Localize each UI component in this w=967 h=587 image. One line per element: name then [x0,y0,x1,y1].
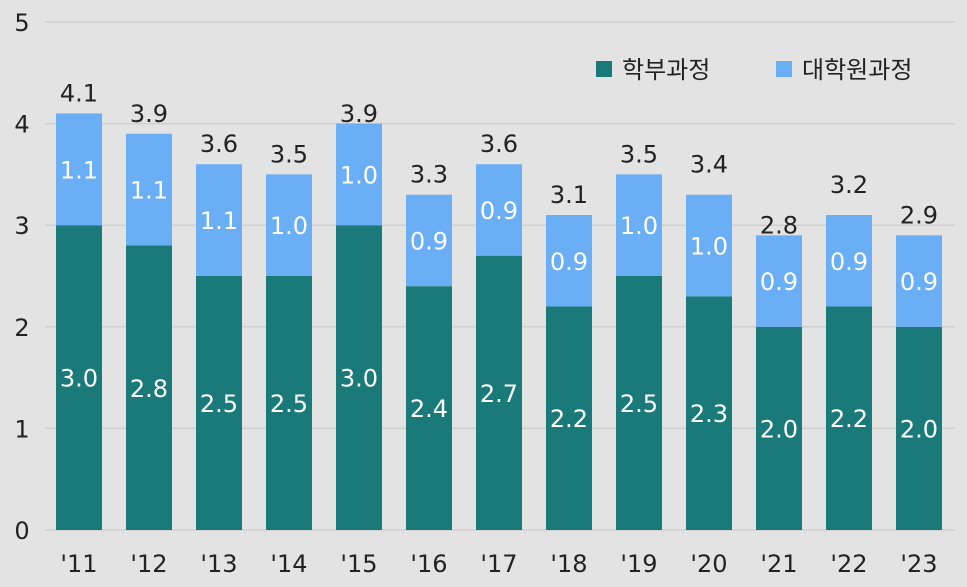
data-label-total: 3.2 [830,171,868,199]
data-label-graduate: 1.1 [60,156,98,184]
data-label-total: 3.1 [550,181,588,209]
legend: 학부과정 대학원과정 [596,56,912,84]
data-label-undergrad: 2.2 [830,405,868,433]
bar-undergrad [686,296,732,530]
bar-undergrad [476,255,522,530]
data-label-undergrad: 2.2 [550,405,588,433]
data-label-total: 3.5 [620,140,658,168]
bar-undergrad [406,286,452,530]
data-label-undergrad: 2.5 [620,390,658,418]
data-label-undergrad: 2.0 [760,415,798,443]
data-label-total: 3.6 [200,130,238,158]
data-label-total: 3.6 [480,130,518,158]
data-label-graduate: 1.0 [690,233,728,261]
data-label-undergrad: 2.8 [130,375,168,403]
data-label-undergrad: 2.5 [200,390,238,418]
bar-graduate [476,164,522,256]
bar-undergrad [126,245,172,530]
data-label-undergrad: 3.0 [340,365,378,393]
y-tick-label: 1 [14,415,29,443]
x-tick-label: '15 [340,550,377,578]
data-label-graduate: 1.0 [270,212,308,240]
x-tick-label: '21 [760,550,797,578]
bar-graduate [196,164,242,276]
bars: 3.0 1.1 4.1 2.8 1.1 3.9 2.5 1.1 3.6 2.5 1.0 3.5 3.0 1… [56,79,942,530]
data-label-graduate: 1.0 [340,161,378,189]
bar-graduate [56,113,102,226]
data-label-undergrad: 3.0 [60,365,98,393]
bar-undergrad [616,276,662,530]
data-label-total: 3.5 [270,140,308,168]
x-tick-label: '12 [130,550,167,578]
bar-undergrad [756,326,802,530]
data-label-undergrad: 2.7 [480,380,518,408]
bar-graduate [336,123,382,226]
bar-graduate [756,235,802,327]
bar-undergrad [56,225,102,530]
y-tick-label: 4 [14,111,29,139]
data-label-total: 4.1 [60,79,98,107]
x-tick-label: '20 [690,550,727,578]
legend-label-undergrad: 학부과정 [622,56,710,84]
x-tick-label: '19 [620,550,657,578]
data-label-undergrad: 2.4 [410,395,448,423]
data-label-graduate: 0.9 [830,248,868,276]
x-tick-label: '11 [60,550,97,578]
data-label-total: 3.3 [410,161,448,189]
x-tick-label: '23 [900,550,937,578]
x-tick-label: '17 [480,550,517,578]
data-label-undergrad: 2.0 [900,415,938,443]
bar-undergrad [546,306,592,530]
y-axis: 0 1 2 3 4 5 [14,9,29,545]
bar-undergrad [826,306,872,530]
x-tick-label: '13 [200,550,237,578]
legend-swatch-undergrad [596,61,612,77]
data-label-graduate: 1.1 [200,207,238,235]
bar-graduate [826,215,872,307]
data-label-undergrad: 2.3 [690,400,728,428]
legend-swatch-graduate [776,61,792,77]
data-label-graduate: 0.9 [760,268,798,296]
data-label-graduate: 0.9 [900,268,938,296]
data-label-total: 2.9 [900,201,938,229]
x-tick-label: '16 [410,550,447,578]
bar-undergrad [196,276,242,530]
bar-graduate [546,215,592,307]
bar-undergrad [896,326,942,530]
data-label-total: 3.9 [340,100,378,128]
x-tick-label: '18 [550,550,587,578]
bar-graduate [126,133,172,246]
bar-undergrad [266,276,312,530]
data-label-graduate: 1.1 [130,177,168,205]
data-label-total: 3.9 [130,100,168,128]
data-label-graduate: 1.0 [620,212,658,240]
data-label-undergrad: 2.5 [270,390,308,418]
x-tick-label: '22 [830,550,867,578]
bar-graduate [406,194,452,287]
bar-graduate [896,235,942,327]
data-label-total: 3.4 [690,151,728,179]
data-label-total: 2.8 [760,212,798,240]
data-label-graduate: 0.9 [480,197,518,225]
y-tick-label: 2 [14,314,29,342]
bar-graduate [616,174,662,276]
data-label-graduate: 0.9 [550,248,588,276]
y-tick-label: 0 [14,517,29,545]
bar-graduate [266,174,312,276]
x-tick-label: '14 [270,550,307,578]
y-tick-label: 5 [14,9,29,37]
x-axis: '11 '12 '13 '14 '15 '16 '17 '18 '19 '20 '21 '22 '23 [60,550,937,578]
y-tick-label: 3 [14,212,29,240]
legend-label-graduate: 대학원과정 [802,56,912,84]
bar-graduate [686,194,732,297]
bar-undergrad [336,225,382,530]
data-label-graduate: 0.9 [410,227,448,255]
